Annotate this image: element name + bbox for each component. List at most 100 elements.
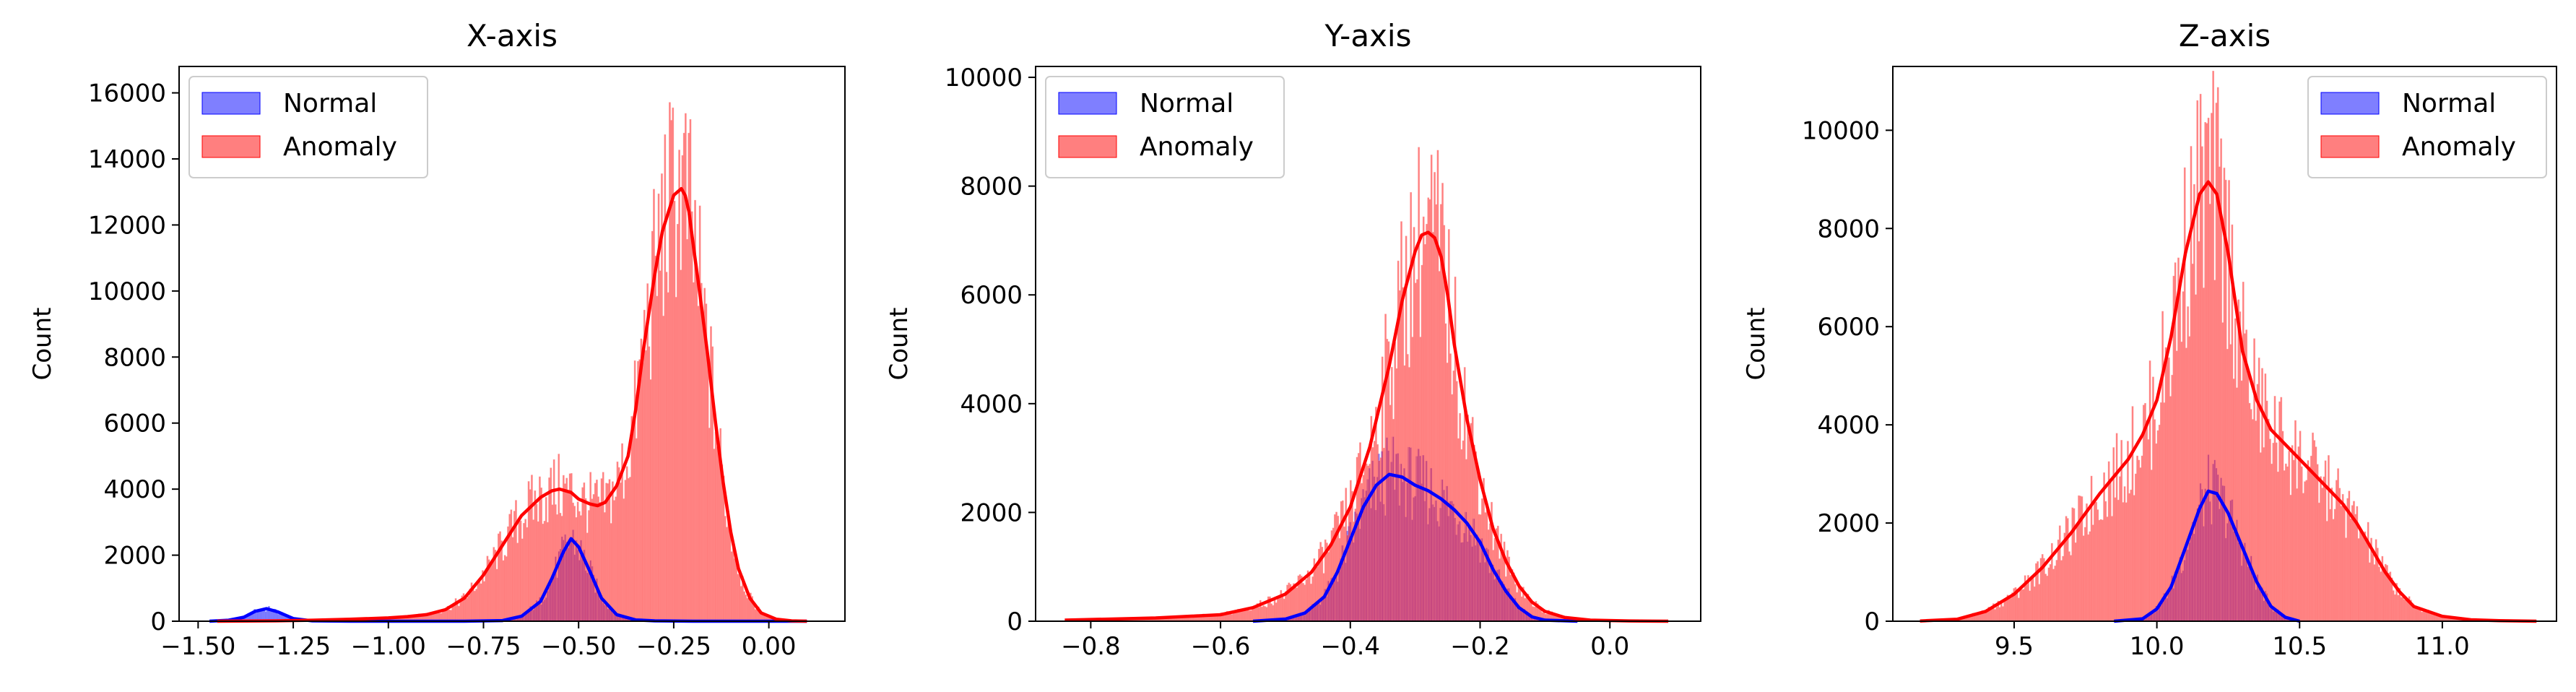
histogram-bin	[450, 610, 452, 622]
histogram-bin	[659, 270, 662, 622]
histogram-bin	[586, 532, 589, 622]
y-tick-label: 0	[1007, 607, 1023, 636]
histogram-bin	[702, 311, 704, 622]
histogram-bin	[2074, 542, 2077, 622]
histogram-bin	[740, 586, 742, 622]
y-tick-label: 8000	[103, 343, 166, 372]
histogram-bin	[1395, 368, 1398, 622]
histogram-bin	[2394, 594, 2396, 622]
histogram-bin	[2160, 402, 2162, 622]
histogram-bin	[2038, 584, 2041, 622]
histogram-bin	[2086, 503, 2088, 622]
histogram-bin	[548, 477, 550, 622]
histogram-bin	[627, 477, 630, 622]
histogram-bin	[734, 558, 736, 622]
histogram-bin	[1978, 614, 1981, 622]
histogram-bin	[2378, 566, 2380, 622]
histogram-bin	[624, 480, 627, 622]
histogram-bin	[1413, 227, 1415, 622]
histogram-bin	[2349, 518, 2352, 622]
histogram-bin	[2346, 498, 2349, 622]
histogram-bin	[2058, 525, 2061, 622]
histogram-bin	[1435, 204, 1438, 622]
histogram-bin	[1251, 607, 1254, 622]
histogram-bin	[2315, 446, 2317, 622]
histogram-bin	[2167, 357, 2170, 622]
histogram-bin	[2206, 123, 2208, 622]
histogram-bin	[698, 205, 701, 622]
histogram-bin	[623, 498, 625, 622]
histogram-bin	[2185, 347, 2187, 622]
y-tick-label: 10000	[1802, 116, 1880, 145]
histogram-bin	[2019, 589, 2021, 622]
histogram-bin	[2203, 287, 2205, 622]
histogram-bin	[2421, 612, 2424, 622]
histogram-bin	[2278, 401, 2281, 622]
histogram-bin	[2008, 598, 2011, 622]
histogram-bin	[2221, 322, 2224, 622]
histogram-bin	[2166, 350, 2169, 622]
histogram-bin	[1454, 276, 1457, 622]
x-tick-label: −1.25	[256, 632, 331, 661]
histogram-bin	[578, 511, 581, 622]
histogram-bin	[2109, 479, 2112, 622]
histogram-bin	[2147, 439, 2150, 622]
histogram-bin	[2242, 282, 2245, 622]
x-tick-label: 9.5	[1995, 632, 2034, 661]
y-tick-label: 10000	[945, 64, 1023, 92]
histogram-bin	[2341, 493, 2344, 622]
histogram-bin	[2187, 306, 2190, 622]
histogram-bin	[456, 602, 459, 622]
histogram-bin	[572, 502, 574, 622]
histogram-bin	[1308, 572, 1311, 622]
histogram-bin	[1277, 597, 1279, 622]
histogram-bin	[2345, 537, 2347, 622]
histogram-bin	[1479, 514, 1482, 622]
histogram-bin	[1394, 342, 1397, 622]
histogram-bin	[2123, 486, 2126, 622]
histogram-bin	[1398, 290, 1401, 622]
histogram-bin	[1304, 584, 1306, 622]
legend-label-anomaly: Anomaly	[1140, 132, 1254, 162]
histogram-bars-anomaly	[217, 102, 807, 622]
histogram-bin	[2090, 475, 2093, 622]
histogram-bin	[1525, 594, 1528, 622]
histogram-bin	[2055, 560, 2058, 622]
histogram-bin	[2291, 445, 2294, 622]
histogram-bin	[2164, 347, 2167, 622]
histogram-bin	[700, 282, 703, 622]
y-tick-label: 4000	[103, 475, 166, 504]
histogram-bin	[2424, 610, 2427, 622]
histogram-bin	[2307, 460, 2310, 622]
histogram-bin	[526, 527, 529, 622]
histogram-bin	[477, 582, 480, 622]
x-tick-label: −0.6	[1191, 632, 1251, 661]
histogram-bin	[1253, 607, 1255, 622]
histogram-bin	[645, 350, 647, 622]
histogram-bin	[2375, 539, 2377, 622]
histogram-bin	[1986, 611, 1988, 622]
histogram-bin	[680, 269, 682, 622]
histogram-bin	[2057, 539, 2060, 622]
histogram-bin	[1311, 576, 1314, 622]
histogram-bin	[1249, 610, 1252, 622]
histogram-bin	[2131, 406, 2134, 622]
histogram-bin	[2234, 318, 2237, 622]
histogram-bin	[2175, 350, 2178, 622]
axes-frame	[178, 66, 846, 622]
histogram-bin	[754, 609, 757, 622]
histogram-bin	[1418, 147, 1421, 622]
x-tick-label: −0.2	[1450, 632, 1510, 661]
histogram-bin	[1478, 514, 1480, 622]
histogram-bin	[2156, 430, 2159, 622]
y-tick-label: 0	[150, 607, 166, 636]
histogram-bin	[1305, 579, 1308, 622]
histogram-bin	[2340, 506, 2343, 622]
histogram-bin	[2044, 574, 2047, 622]
histogram-bin	[729, 529, 732, 622]
y-axis-label: Count	[28, 308, 57, 381]
histogram-bin	[716, 446, 719, 622]
histogram-bin	[1428, 199, 1431, 622]
legend-swatch-anomaly	[201, 135, 261, 158]
histogram-bin	[1245, 610, 1247, 622]
